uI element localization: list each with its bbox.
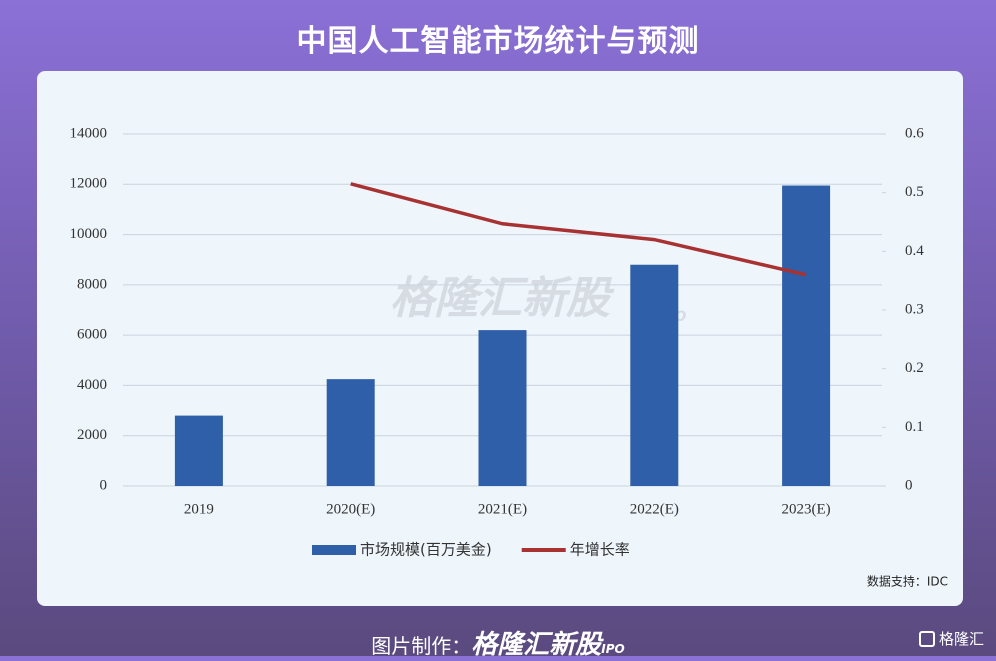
y-tick-label: 4000 — [77, 377, 107, 393]
y2-tick-label: 0.2 — [905, 360, 924, 376]
y2-tick-label: 0.3 — [905, 301, 924, 317]
y2-tick-label: 0.1 — [905, 419, 924, 435]
y-tick-label: 0 — [100, 477, 108, 493]
y-tick-label: 2000 — [77, 427, 107, 443]
x-tick-label: 2022(E) — [630, 501, 679, 517]
logo-icon — [918, 630, 935, 647]
bar — [478, 330, 527, 486]
line — [350, 182, 807, 277]
x-tick-label: 2020(E) — [326, 501, 375, 517]
bar — [630, 264, 679, 486]
chart-card: 格隆汇新股 IPO 数据支持：IDC 020004000600080001000… — [37, 71, 963, 606]
x-tick-label: 2023(E) — [782, 501, 831, 517]
y2-tick-label: 0.4 — [905, 243, 924, 259]
logo: 格隆汇 — [918, 628, 984, 649]
logo-text: 格隆汇 — [938, 630, 984, 648]
footer-label: 图片制作： — [371, 634, 472, 658]
legend-label: 年增长率 — [570, 541, 630, 559]
x-tick-label: 2021(E) — [478, 501, 527, 517]
x-tick-label: 2019 — [184, 501, 214, 517]
legend-label: 市场规模(百万美金) — [360, 541, 492, 559]
footer-brand: 格隆汇新股 — [471, 630, 602, 660]
watermark: 格隆汇新股 — [390, 273, 615, 324]
source: 数据支持：IDC — [867, 574, 948, 589]
legend-swatch — [312, 545, 356, 555]
footer: 图片制作：格隆汇新股IPO — [0, 624, 996, 661]
y-tick-label: 6000 — [77, 327, 107, 343]
page-title: 中国人工智能市场统计与预测 — [296, 24, 700, 59]
y2-tick-label: 0.5 — [905, 184, 924, 200]
bar — [174, 415, 223, 486]
bar — [326, 379, 375, 486]
y2-tick-label: 0 — [905, 477, 913, 493]
y-tick-label: 14000 — [70, 125, 108, 141]
chart: 格隆汇新股 IPO 数据支持：IDC 020004000600080001000… — [70, 125, 949, 589]
y-tick-label: 12000 — [70, 176, 108, 192]
y2-tick-label: 0.6 — [905, 125, 924, 141]
y-tick-label: 8000 — [77, 276, 107, 292]
y-tick-label: 10000 — [70, 226, 108, 242]
bar — [782, 185, 831, 486]
footer-brand-sub: IPO — [601, 642, 625, 656]
